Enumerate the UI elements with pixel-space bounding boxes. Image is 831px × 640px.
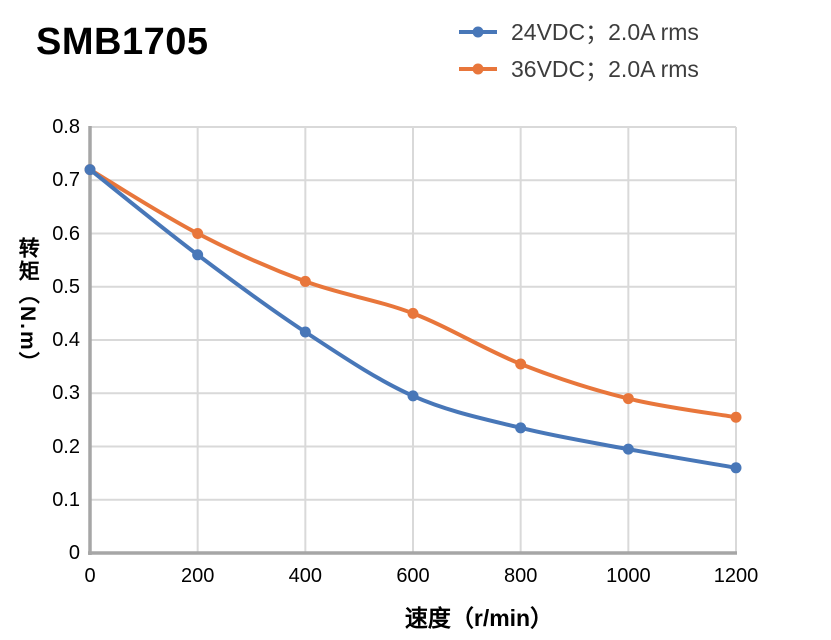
y-tick-label: 0.8 — [52, 116, 80, 138]
data-point-marker — [407, 390, 419, 402]
legend-item: 36VDC；2.0A rms — [458, 54, 699, 84]
x-tick-label: 600 — [396, 565, 430, 587]
x-tick-label: 200 — [180, 565, 215, 587]
y-tick-label: 0.5 — [52, 275, 80, 298]
y-tick-label: 0.3 — [52, 382, 80, 405]
x-axis-title: 速度（r/min） — [404, 605, 554, 631]
y-tick-label: 0.2 — [52, 435, 80, 458]
data-point-marker — [192, 228, 204, 239]
legend-line-dot-icon — [459, 26, 497, 38]
x-tick-label: 0 — [84, 565, 96, 587]
data-point-marker — [299, 275, 311, 287]
data-point-marker — [192, 249, 204, 261]
legend-label: 24VDC；2.0A rms — [511, 18, 699, 45]
legend-line-dot-icon — [459, 63, 497, 75]
x-tick-label: 400 — [288, 565, 323, 587]
data-point-marker — [299, 326, 311, 338]
x-tick-label: 800 — [503, 565, 538, 587]
y-tick-label: 0 — [68, 542, 80, 564]
data-point-marker — [622, 393, 634, 405]
data-point-marker — [730, 462, 742, 474]
legend-label: 36VDC；2.0A rms — [511, 55, 699, 82]
data-point-marker — [84, 164, 96, 176]
x-tick-label: 1000 — [606, 565, 651, 587]
data-point-marker — [407, 307, 419, 319]
x-tick-label: 1200 — [713, 565, 759, 587]
data-point-marker — [622, 443, 634, 455]
legend-item: 24VDC；2.0A rms — [458, 17, 699, 47]
data-point-marker — [515, 358, 527, 370]
y-tick-label: 0.6 — [52, 222, 80, 245]
y-tick-label: 0.1 — [52, 488, 80, 511]
y-tick-label: 0.7 — [52, 169, 80, 192]
data-point-marker — [515, 422, 527, 434]
chart-title: SMB1705 — [36, 21, 209, 63]
data-point-marker — [730, 411, 742, 423]
y-axis-title: 转矩（N.m） — [16, 237, 40, 375]
legend: 24VDC；2.0A rms 36VDC；2.0A rms — [458, 17, 699, 84]
y-tick-label: 0.4 — [52, 329, 80, 351]
